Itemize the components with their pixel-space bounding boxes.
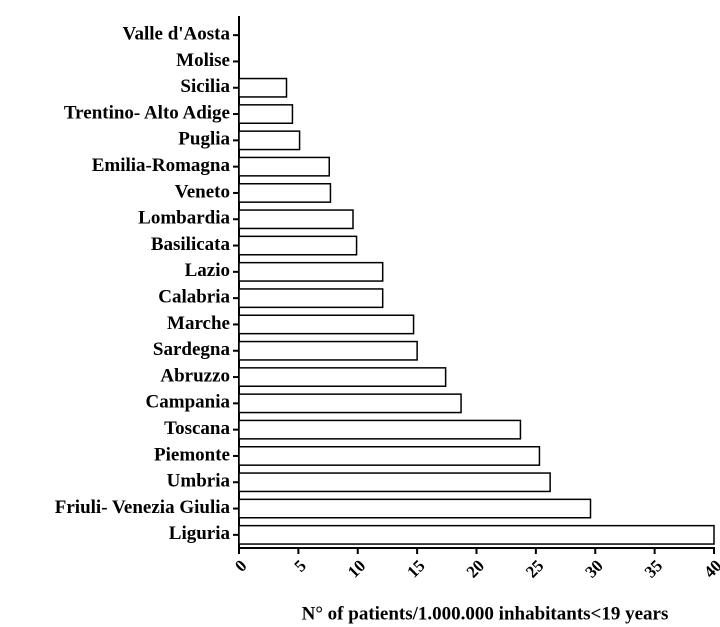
bar [238, 498, 592, 519]
y-tick-label: Molise [176, 50, 230, 71]
x-axis-label: N° of patients/1.000.000 inhabitants<19 … [302, 603, 669, 624]
bar [238, 209, 354, 230]
bar [238, 314, 415, 335]
y-tick-label: Calabria [158, 287, 230, 308]
y-tick-label: Emilia-Romagna [92, 155, 231, 176]
x-tick-label: 25 [522, 556, 547, 581]
x-tick-label: 35 [641, 556, 666, 581]
bar [238, 130, 301, 151]
bar [238, 340, 418, 361]
bar [238, 419, 522, 440]
y-tick-label: Puglia [178, 129, 230, 150]
y-tick-label: Sardegna [153, 339, 231, 360]
y-tick-label: Friuli- Venezia Giulia [55, 497, 231, 518]
y-tick-label: Liguria [169, 523, 231, 544]
y-tick-label: Trentino- Alto Adige [64, 102, 230, 123]
bar [238, 367, 447, 388]
x-tick-label: 30 [581, 556, 606, 581]
y-tick-label: Lombardia [138, 208, 230, 229]
x-tick-label: 15 [403, 556, 428, 581]
bar [238, 235, 358, 256]
y-tick-label: Piemonte [154, 444, 230, 465]
y-tick-label: Marche [167, 313, 230, 334]
bar [238, 261, 384, 282]
bar [238, 524, 715, 545]
bar [238, 156, 330, 177]
x-tick-label: 20 [463, 556, 488, 581]
bar [238, 77, 288, 98]
x-tick-label: 10 [344, 556, 369, 581]
y-tick-label: Abruzzo [160, 365, 230, 386]
bar [238, 182, 332, 203]
bar [238, 393, 462, 414]
y-tick-label: Basilicata [151, 234, 231, 255]
x-tick-label: 0 [231, 556, 250, 575]
bar [238, 288, 384, 309]
bar [238, 445, 541, 466]
y-tick-label: Campania [146, 392, 231, 413]
y-tick-label: Toscana [164, 418, 230, 439]
x-tick-label: 40 [700, 556, 720, 581]
y-tick-label: Lazio [185, 260, 230, 281]
x-tick-label: 5 [291, 556, 310, 575]
bar [238, 472, 551, 493]
y-tick-label: Veneto [175, 181, 230, 202]
bar [238, 104, 294, 125]
y-tick-label: Umbria [167, 471, 231, 492]
y-tick-label: Sicilia [180, 76, 230, 97]
y-tick-label: Valle d'Aosta [122, 24, 230, 45]
